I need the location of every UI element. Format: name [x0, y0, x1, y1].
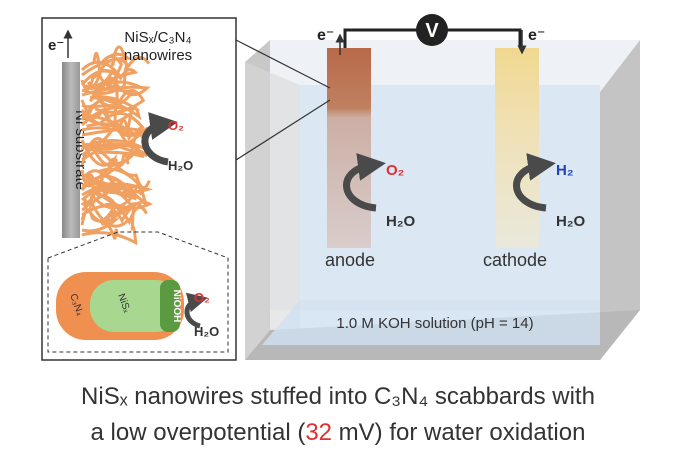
reaction-arrow: [184, 292, 208, 329]
core: [90, 280, 180, 332]
electron-label: e⁻: [317, 27, 334, 44]
nanowire: [80, 51, 119, 121]
reaction-arrow: [141, 112, 178, 166]
reactant-label: H₂O: [386, 213, 415, 230]
caption: a low overpotential (32 mV) for water ox…: [91, 419, 586, 446]
tank: [245, 40, 640, 360]
nanowire: [81, 152, 130, 202]
nanowire: [81, 187, 138, 246]
reactant-label: H₂O: [168, 158, 193, 173]
anode: [327, 48, 371, 248]
electron-label: e⁻: [528, 27, 545, 44]
nanowire: [81, 217, 121, 240]
reactant-label: H₂O: [556, 213, 585, 230]
electron-label: e⁻: [48, 37, 64, 54]
caption-highlight: 32: [305, 419, 332, 446]
zoom-line: [235, 99, 331, 161]
detail-frame: [47, 231, 229, 353]
caption-text: mV) for water oxidation: [332, 419, 585, 446]
product-label: O₂: [168, 118, 184, 133]
electrolyte-label: 1.0 M KOH solution (pH = 14): [336, 315, 533, 332]
reactant-label: H₂O: [194, 324, 219, 339]
substrate: [62, 62, 80, 238]
nanowires: [80, 45, 154, 246]
product-label: H₂: [556, 162, 574, 179]
caption: NiSₓ nanowires stuffed into C₃N₄ scabbar…: [81, 383, 595, 410]
reaction-arrow: [513, 153, 556, 212]
nanowire: [80, 112, 145, 166]
nanowire: [80, 204, 130, 226]
zoom-line: [235, 39, 331, 89]
wires-label: NiSₓ/C₃N₄: [124, 29, 191, 46]
product-label: O₂: [194, 290, 210, 305]
cathode: [495, 48, 539, 248]
caption-text: a low overpotential (: [91, 419, 306, 446]
electrode-label: anode: [325, 250, 375, 270]
caption-text: NiSₓ nanowires stuffed into C₃N₄ scabbar…: [81, 383, 595, 410]
voltmeter: [416, 14, 448, 46]
wires-label: nanowires: [124, 47, 192, 64]
surface-layer: [160, 280, 180, 332]
electrode-label: cathode: [483, 250, 547, 270]
nanowire: [81, 127, 147, 168]
nanowire: [81, 45, 129, 96]
reaction-arrow: [343, 153, 386, 212]
voltmeter-label: V: [425, 20, 439, 42]
product-label: O₂: [386, 162, 404, 179]
surface-label: NiOOH: [171, 290, 182, 323]
